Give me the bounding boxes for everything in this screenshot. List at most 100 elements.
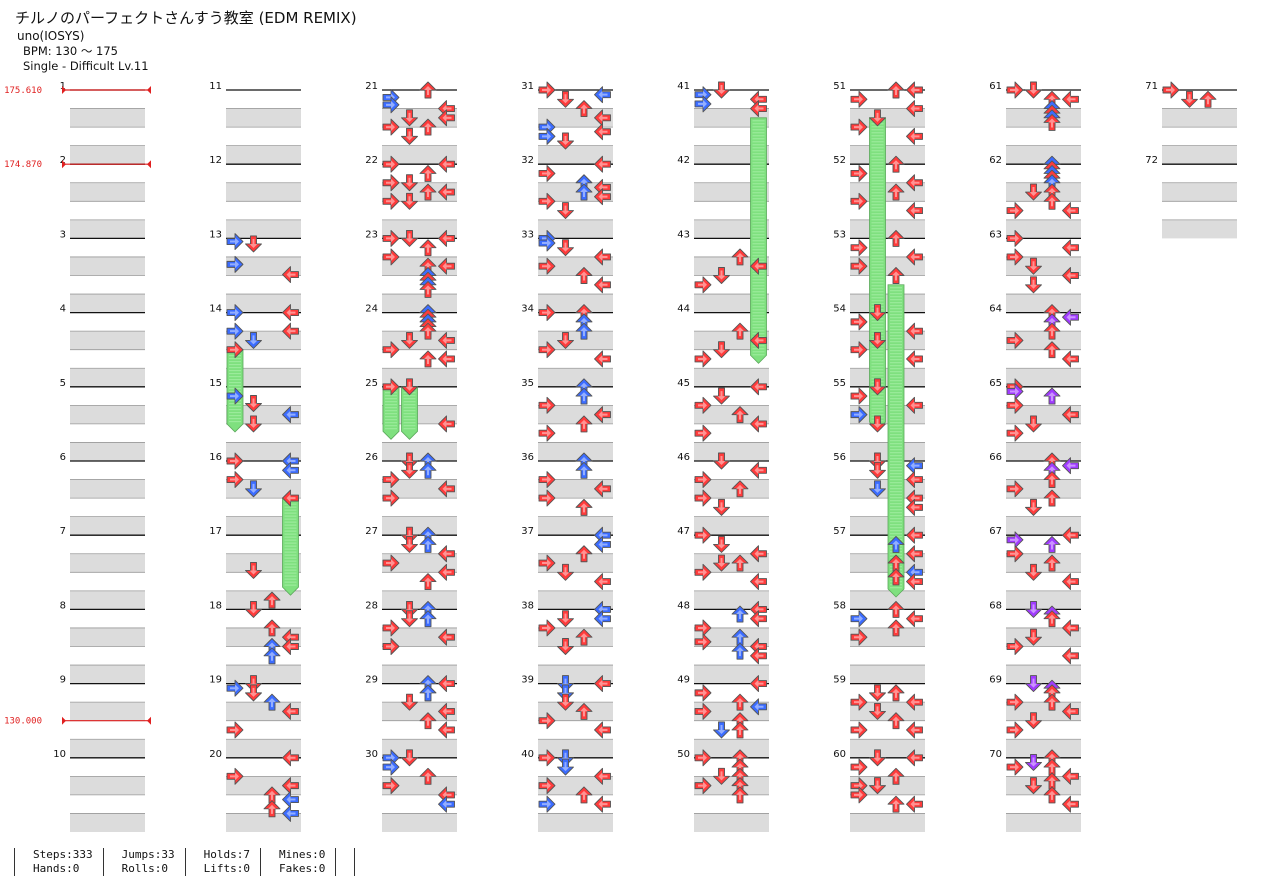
arrow-highlight xyxy=(1048,790,1056,800)
arrow-note-icon xyxy=(750,415,767,433)
arrow-shape xyxy=(382,192,400,210)
arrow-highlight xyxy=(598,410,608,419)
arrow-note-icon xyxy=(1062,573,1079,591)
beat-shade xyxy=(226,182,301,202)
arrow-highlight xyxy=(405,381,414,391)
arrow-shape xyxy=(538,424,556,442)
arrow-note-icon xyxy=(538,127,556,145)
beat-shade xyxy=(1006,813,1081,832)
arrow-shape xyxy=(1062,795,1079,813)
arrow-shape xyxy=(419,118,437,136)
arrow-shape xyxy=(1025,777,1042,795)
arrow-note-icon xyxy=(1062,406,1079,424)
arrow-shape xyxy=(713,452,730,470)
beat-shade xyxy=(70,331,145,350)
arrow-shape xyxy=(382,471,400,488)
beat-shade xyxy=(1006,627,1081,647)
bpm-tick-icon xyxy=(147,86,151,94)
arrow-note-icon xyxy=(694,276,712,294)
arrow-highlight xyxy=(854,633,863,642)
arrow-highlight xyxy=(424,354,432,364)
arrow-highlight xyxy=(1066,461,1076,470)
arrow-note-icon xyxy=(906,498,923,516)
arrow-shape xyxy=(906,127,923,145)
arrow-shape xyxy=(419,183,437,201)
beat-shade xyxy=(1162,145,1237,165)
beat-shade xyxy=(226,776,301,795)
arrow-shape xyxy=(226,341,244,359)
arrow-highlight xyxy=(892,559,900,569)
arrow-shape xyxy=(1006,693,1024,711)
arrow-highlight xyxy=(854,763,863,772)
measure-number: 42 xyxy=(677,155,690,166)
arrow-highlight xyxy=(1048,614,1056,624)
arrow-highlight xyxy=(873,112,882,122)
arrow-highlight xyxy=(268,790,276,800)
arrow-shape xyxy=(557,202,574,220)
arrow-highlight xyxy=(1029,261,1038,271)
arrow-note-icon xyxy=(731,480,749,498)
beat-shade xyxy=(538,739,613,758)
arrow-note-icon xyxy=(575,461,593,479)
arrow-shape xyxy=(850,257,868,275)
arrow-note-icon xyxy=(1006,396,1024,414)
arrow-note-icon xyxy=(713,387,730,405)
arrow-highlight xyxy=(854,725,863,734)
arrow-highlight xyxy=(910,206,920,215)
arrow-note-icon xyxy=(1043,341,1061,359)
arrow-shape xyxy=(713,341,730,359)
arrow-highlight xyxy=(249,335,258,345)
arrow-shape xyxy=(869,461,886,479)
arrow-highlight xyxy=(286,809,296,818)
arrow-note-icon xyxy=(401,331,418,349)
measure-number: 71 xyxy=(1145,81,1158,92)
arrow-highlight xyxy=(736,772,744,782)
arrow-shape xyxy=(245,600,262,618)
arrow-note-icon xyxy=(594,86,611,104)
arrow-note-icon xyxy=(850,758,868,776)
arrow-note-icon xyxy=(245,331,262,349)
arrow-highlight xyxy=(386,623,395,632)
arrow-note-icon xyxy=(850,721,868,739)
arrow-note-icon xyxy=(245,235,262,253)
arrow-note-icon xyxy=(594,188,611,206)
arrow-shape xyxy=(750,100,767,118)
arrow-shape xyxy=(538,471,556,488)
arrow-note-icon xyxy=(557,331,574,349)
arrow-note-icon xyxy=(750,100,767,118)
arrow-shape xyxy=(245,235,262,253)
arrow-highlight xyxy=(736,781,744,791)
arrow-shape xyxy=(575,322,593,340)
arrow-highlight xyxy=(286,494,296,503)
arrow-note-icon xyxy=(1062,619,1079,637)
arrow-shape xyxy=(750,610,767,628)
arrow-highlight xyxy=(1029,567,1038,577)
arrow-highlight xyxy=(854,614,863,623)
arrow-shape xyxy=(1025,81,1042,99)
beat-shade xyxy=(382,331,457,350)
measure-number: 41 xyxy=(677,81,690,92)
arrow-shape xyxy=(282,461,299,479)
arrow-highlight xyxy=(249,565,258,575)
arrow-highlight xyxy=(736,327,744,337)
arrow-note-icon xyxy=(887,684,905,702)
arrow-note-icon xyxy=(731,406,749,424)
arrow-shape xyxy=(226,233,244,251)
arrow-shape xyxy=(1025,498,1042,516)
measure-number: 64 xyxy=(989,304,1002,315)
arrow-highlight xyxy=(286,753,296,762)
measure-block: 71 xyxy=(1145,81,1237,165)
arrow-shape xyxy=(694,563,712,581)
arrow-highlight xyxy=(442,104,452,113)
arrow-highlight xyxy=(286,410,296,419)
arrow-highlight xyxy=(598,113,608,122)
arrow-note-icon xyxy=(594,795,611,813)
arrow-note-icon xyxy=(850,387,868,405)
beat-shade xyxy=(226,294,301,313)
arrow-shape xyxy=(731,406,749,424)
arrow-shape xyxy=(850,90,868,108)
arrow-shape xyxy=(382,229,400,247)
arrow-highlight xyxy=(1029,279,1038,289)
arrow-highlight xyxy=(910,577,920,586)
measure-block: 10 xyxy=(53,749,145,832)
